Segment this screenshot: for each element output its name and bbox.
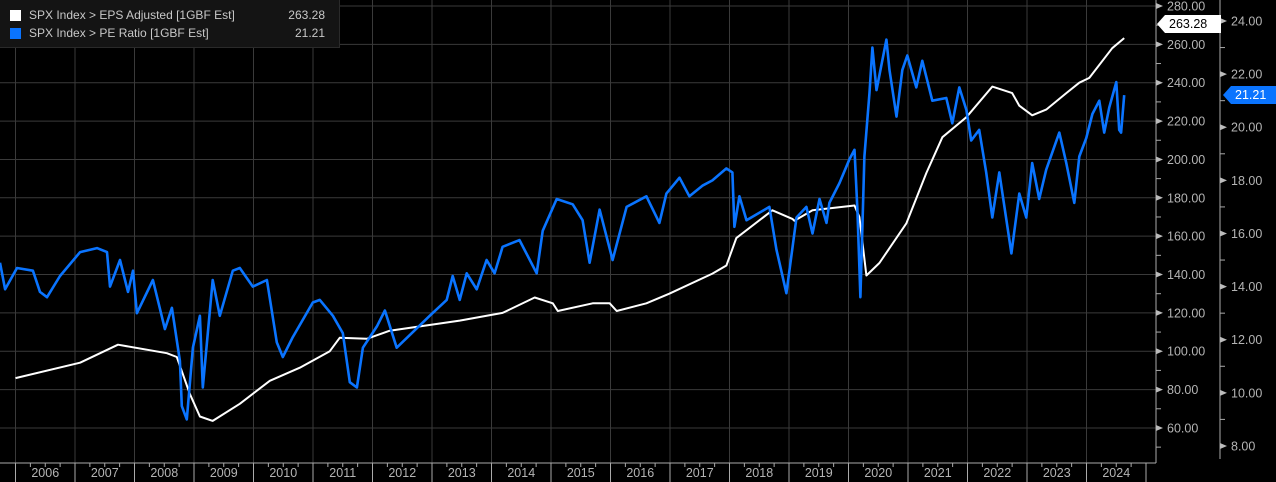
left-axis-tick-arrow [1156, 3, 1163, 9]
right-axis-tick-arrow [1220, 18, 1227, 24]
x-tick-label: 2019 [805, 466, 833, 480]
pe-last-value-tag: 21.21 [1223, 86, 1276, 104]
x-tick-label: 2021 [924, 466, 952, 480]
left-axis-tick-arrow [1156, 156, 1163, 163]
x-tick-label: 2020 [864, 466, 892, 480]
left-axis-tick-label: 200.00 [1167, 153, 1205, 167]
legend-swatch-blue [10, 27, 21, 39]
x-tick-label: 2012 [388, 466, 416, 480]
x-tick-label: 2017 [686, 466, 714, 480]
right-axis-tick-arrow [1220, 336, 1227, 343]
right-axis-tick-label: 14.00 [1231, 280, 1262, 294]
right-axis-tick-arrow [1220, 389, 1227, 396]
x-tick-label: 2013 [448, 466, 476, 480]
right-axis-tick-label: 24.00 [1231, 15, 1262, 29]
chart-legend: SPX Index > EPS Adjusted [1GBF Est] 263.… [0, 0, 340, 48]
x-tick-label: 2011 [329, 466, 356, 480]
left-axis-tick-arrow [1156, 271, 1163, 278]
right-axis-tick-arrow [1220, 71, 1227, 78]
right-axis-tick-label: 12.00 [1231, 333, 1262, 347]
x-tick-label: 2007 [91, 466, 119, 480]
left-axis-tick-arrow [1156, 424, 1163, 431]
left-axis-tick-label: 80.00 [1167, 383, 1198, 397]
left-axis-tick-label: 60.00 [1167, 421, 1198, 435]
right-axis-tick-label: 22.00 [1231, 68, 1262, 82]
left-axis-tick-label: 280.00 [1167, 0, 1205, 14]
legend-value: 263.28 [288, 8, 325, 22]
legend-label: SPX Index > EPS Adjusted [1GBF Est] [29, 8, 235, 22]
left-axis-tick-label: 140.00 [1167, 268, 1205, 282]
right-axis-tick-label: 20.00 [1231, 121, 1262, 135]
x-tick-label: 2015 [567, 466, 595, 480]
x-tick-label: 2022 [983, 466, 1011, 480]
x-tick-label: 2023 [1043, 466, 1071, 480]
legend-item-eps[interactable]: SPX Index > EPS Adjusted [1GBF Est] 263.… [0, 6, 339, 24]
eps-last-value-tag: 263.28 [1157, 15, 1221, 33]
x-tick-label: 2010 [269, 466, 297, 480]
legend-value: 21.21 [294, 26, 325, 40]
right-axis-tick-label: 10.00 [1231, 386, 1262, 400]
x-tick-label: 2008 [150, 466, 178, 480]
x-tick-label: 2016 [626, 466, 654, 480]
right-axis-tick-arrow [1220, 124, 1227, 131]
left-axis-tick-label: 120.00 [1167, 306, 1205, 320]
right-axis-tick-label: 8.00 [1231, 439, 1255, 453]
left-axis-tick-arrow [1156, 79, 1163, 86]
legend-swatch-white [10, 9, 21, 21]
x-tick-label: 2009 [210, 466, 238, 480]
right-axis-tick-arrow [1220, 177, 1227, 184]
left-axis-tick-label: 100.00 [1167, 345, 1205, 359]
pe-ratio-line [0, 38, 1126, 421]
left-axis-tick-label: 160.00 [1167, 230, 1205, 244]
left-axis-tick-arrow [1156, 386, 1163, 393]
left-axis-tick-arrow [1156, 41, 1163, 48]
left-axis-tick-arrow [1156, 233, 1163, 240]
right-axis-tick-label: 16.00 [1231, 227, 1262, 241]
right-axis-tick-arrow [1220, 442, 1227, 449]
right-axis-tick-arrow [1220, 283, 1227, 290]
left-axis-tick-label: 240.00 [1167, 76, 1205, 90]
legend-item-pe[interactable]: SPX Index > PE Ratio [1GBF Est] 21.21 [0, 24, 339, 42]
left-axis-tick-label: 260.00 [1167, 38, 1205, 52]
left-axis-tick-arrow [1156, 118, 1163, 125]
left-axis-tick-label: 220.00 [1167, 115, 1205, 129]
left-axis-tick-arrow [1156, 194, 1163, 201]
right-axis-tick-label: 18.00 [1231, 174, 1262, 188]
x-tick-label: 2006 [31, 466, 59, 480]
right-axis-tick-arrow [1220, 230, 1227, 237]
eps-adjusted-line [15, 37, 1125, 422]
x-tick-label: 2014 [507, 466, 535, 480]
left-axis-tick-arrow [1156, 348, 1163, 355]
left-axis-tick-arrow [1156, 309, 1163, 316]
x-tick-label: 2024 [1102, 466, 1130, 480]
left-axis-tick-label: 180.00 [1167, 191, 1205, 205]
legend-label: SPX Index > PE Ratio [1GBF Est] [29, 26, 209, 40]
x-tick-label: 2018 [745, 466, 773, 480]
